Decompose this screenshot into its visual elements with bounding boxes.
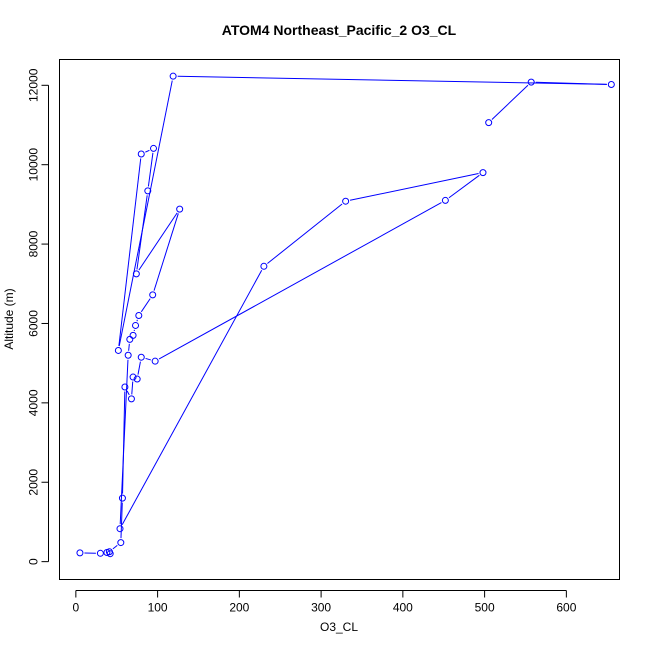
data-point	[114, 346, 122, 354]
data-point	[132, 321, 140, 329]
data-point	[144, 187, 152, 195]
series-segment	[112, 544, 118, 550]
x-tick-label: 200	[229, 601, 249, 615]
y-tick-label: 6000	[27, 310, 41, 337]
series-segment	[131, 381, 134, 395]
y-tick-label: 8000	[27, 230, 41, 257]
series-segment	[128, 343, 130, 351]
data-point	[105, 548, 113, 556]
data-point	[133, 375, 141, 383]
series-segment	[145, 149, 150, 153]
x-tick-label: 400	[393, 601, 413, 615]
data-point	[149, 291, 157, 299]
series-segment	[491, 84, 529, 120]
data-point	[607, 81, 615, 89]
series-segment	[448, 174, 480, 199]
y-tick-label: 12000	[27, 68, 41, 102]
series-segment	[120, 502, 123, 539]
data-point	[132, 270, 140, 278]
data-point	[169, 72, 177, 80]
data-point	[479, 169, 487, 177]
data-point	[76, 549, 84, 557]
data-point	[135, 312, 143, 320]
series-segment	[145, 357, 151, 361]
series-segment	[535, 81, 607, 85]
x-tick-label: 100	[148, 601, 168, 615]
data-point	[342, 197, 350, 205]
y-axis: 0 2000 4000 6000 8000 10000 12000	[27, 68, 49, 565]
data-point	[118, 494, 126, 502]
series-segment	[147, 152, 154, 187]
data-point	[441, 196, 449, 204]
series-segment	[137, 361, 141, 375]
data-point	[124, 351, 132, 359]
y-axis-label: Altitude (m)	[2, 288, 16, 349]
data-point	[116, 525, 124, 533]
x-tick-label: 500	[475, 601, 495, 615]
data-point	[121, 383, 129, 391]
y-tick-label: 10000	[27, 148, 41, 182]
data-point	[117, 539, 125, 547]
data-point	[129, 331, 137, 339]
series-segment	[140, 298, 151, 313]
x-axis: 0 100 200 300 400 500 600	[73, 590, 577, 615]
series-segment	[118, 158, 142, 347]
plot-frame	[59, 59, 620, 580]
series-segment	[153, 213, 179, 291]
data-point	[137, 353, 145, 361]
series-segment	[349, 173, 479, 201]
data-point	[127, 395, 135, 403]
points-layer	[76, 72, 615, 558]
x-tick-label: 300	[311, 601, 331, 615]
series-segment	[121, 270, 263, 525]
series-segment	[177, 75, 607, 85]
series-layer	[84, 75, 607, 554]
chart-title: ATOM4 Northeast_Pacific_2 O3_CL	[222, 22, 457, 38]
data-point	[150, 144, 158, 152]
y-tick-label: 4000	[27, 389, 41, 416]
series-segment	[126, 390, 130, 396]
y-tick-label: 2000	[27, 469, 41, 496]
data-point	[96, 549, 104, 557]
data-point	[129, 373, 137, 381]
series-segment	[158, 202, 442, 360]
data-point	[260, 262, 268, 270]
x-axis-label: O3_CL	[320, 620, 358, 634]
series-segment	[138, 212, 178, 271]
data-point	[176, 205, 184, 213]
x-tick-label: 600	[556, 601, 576, 615]
data-point	[137, 150, 145, 158]
series-segment	[118, 80, 173, 347]
data-point	[151, 357, 159, 365]
x-tick-label: 0	[73, 601, 80, 615]
series-segment	[267, 203, 343, 264]
data-point	[527, 78, 535, 86]
series-segment	[119, 359, 129, 525]
y-tick-label: 0	[27, 558, 41, 565]
data-point	[485, 119, 493, 127]
